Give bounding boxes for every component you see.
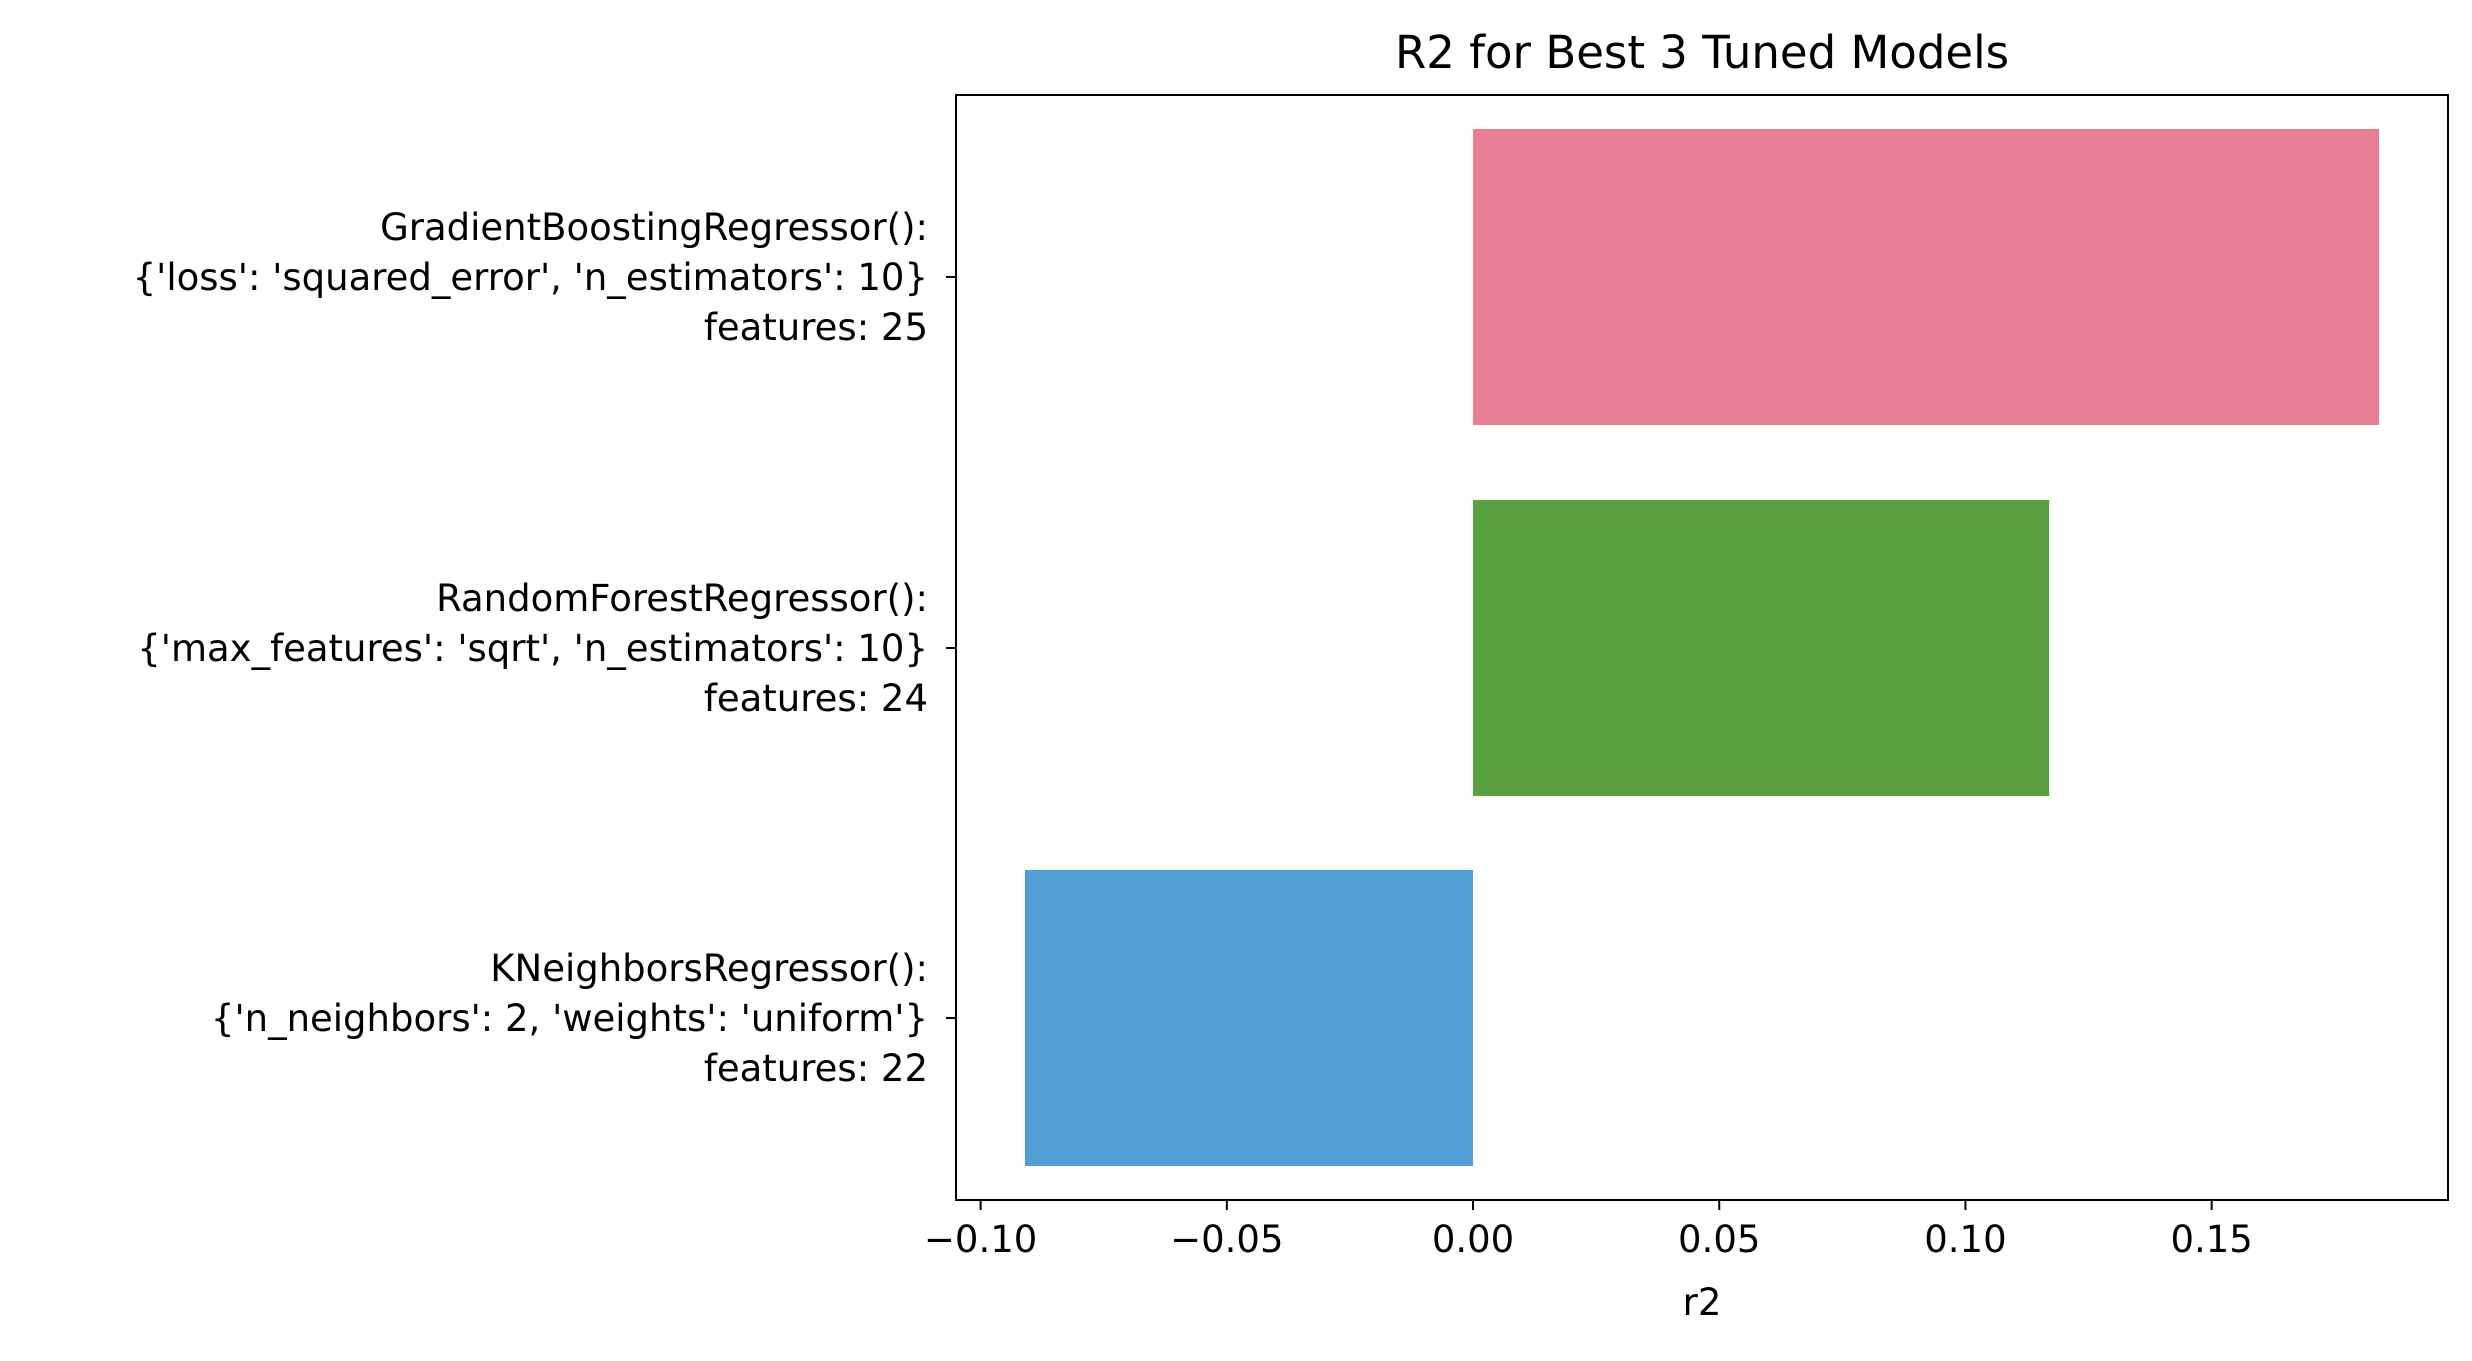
bar-2 — [1024, 870, 1474, 1166]
bar-0 — [1473, 129, 2380, 425]
category-label-line: GradientBoostingRegressor(): — [380, 206, 928, 249]
y-axis-categories: GradientBoostingRegressor(): {'loss': 'sq… — [133, 206, 956, 1090]
category-label-line: {'n_neighbors': 2, 'weights': 'uniform'} — [211, 997, 928, 1040]
bar-1 — [1473, 500, 2050, 796]
x-tick-label: 0.10 — [1924, 1218, 2006, 1261]
x-axis-label: r2 — [1683, 1281, 1722, 1324]
category-label-line: features: 24 — [704, 677, 928, 720]
category-label-line: features: 22 — [704, 1047, 928, 1090]
category-label-line: {'max_features': 'sqrt', 'n_estimators':… — [137, 627, 928, 670]
category-label-line: {'loss': 'squared_error', 'n_estimators'… — [133, 256, 928, 299]
category-label-line: RandomForestRegressor(): — [436, 577, 928, 620]
x-axis-ticks: −0.10 −0.05 0.00 0.05 0.10 0.15 — [924, 1200, 2253, 1261]
category-label-line: KNeighborsRegressor(): — [490, 947, 928, 990]
chart-title: R2 for Best 3 Tuned Models — [1395, 26, 2009, 79]
bars-layer — [1024, 129, 2380, 1166]
x-tick-label: −0.10 — [924, 1218, 1037, 1261]
x-tick-label: −0.05 — [1170, 1218, 1283, 1261]
x-tick-label: 0.00 — [1432, 1218, 1514, 1261]
x-tick-label: 0.15 — [2170, 1218, 2252, 1261]
x-tick-label: 0.05 — [1678, 1218, 1760, 1261]
category-label-line: features: 25 — [704, 306, 928, 349]
